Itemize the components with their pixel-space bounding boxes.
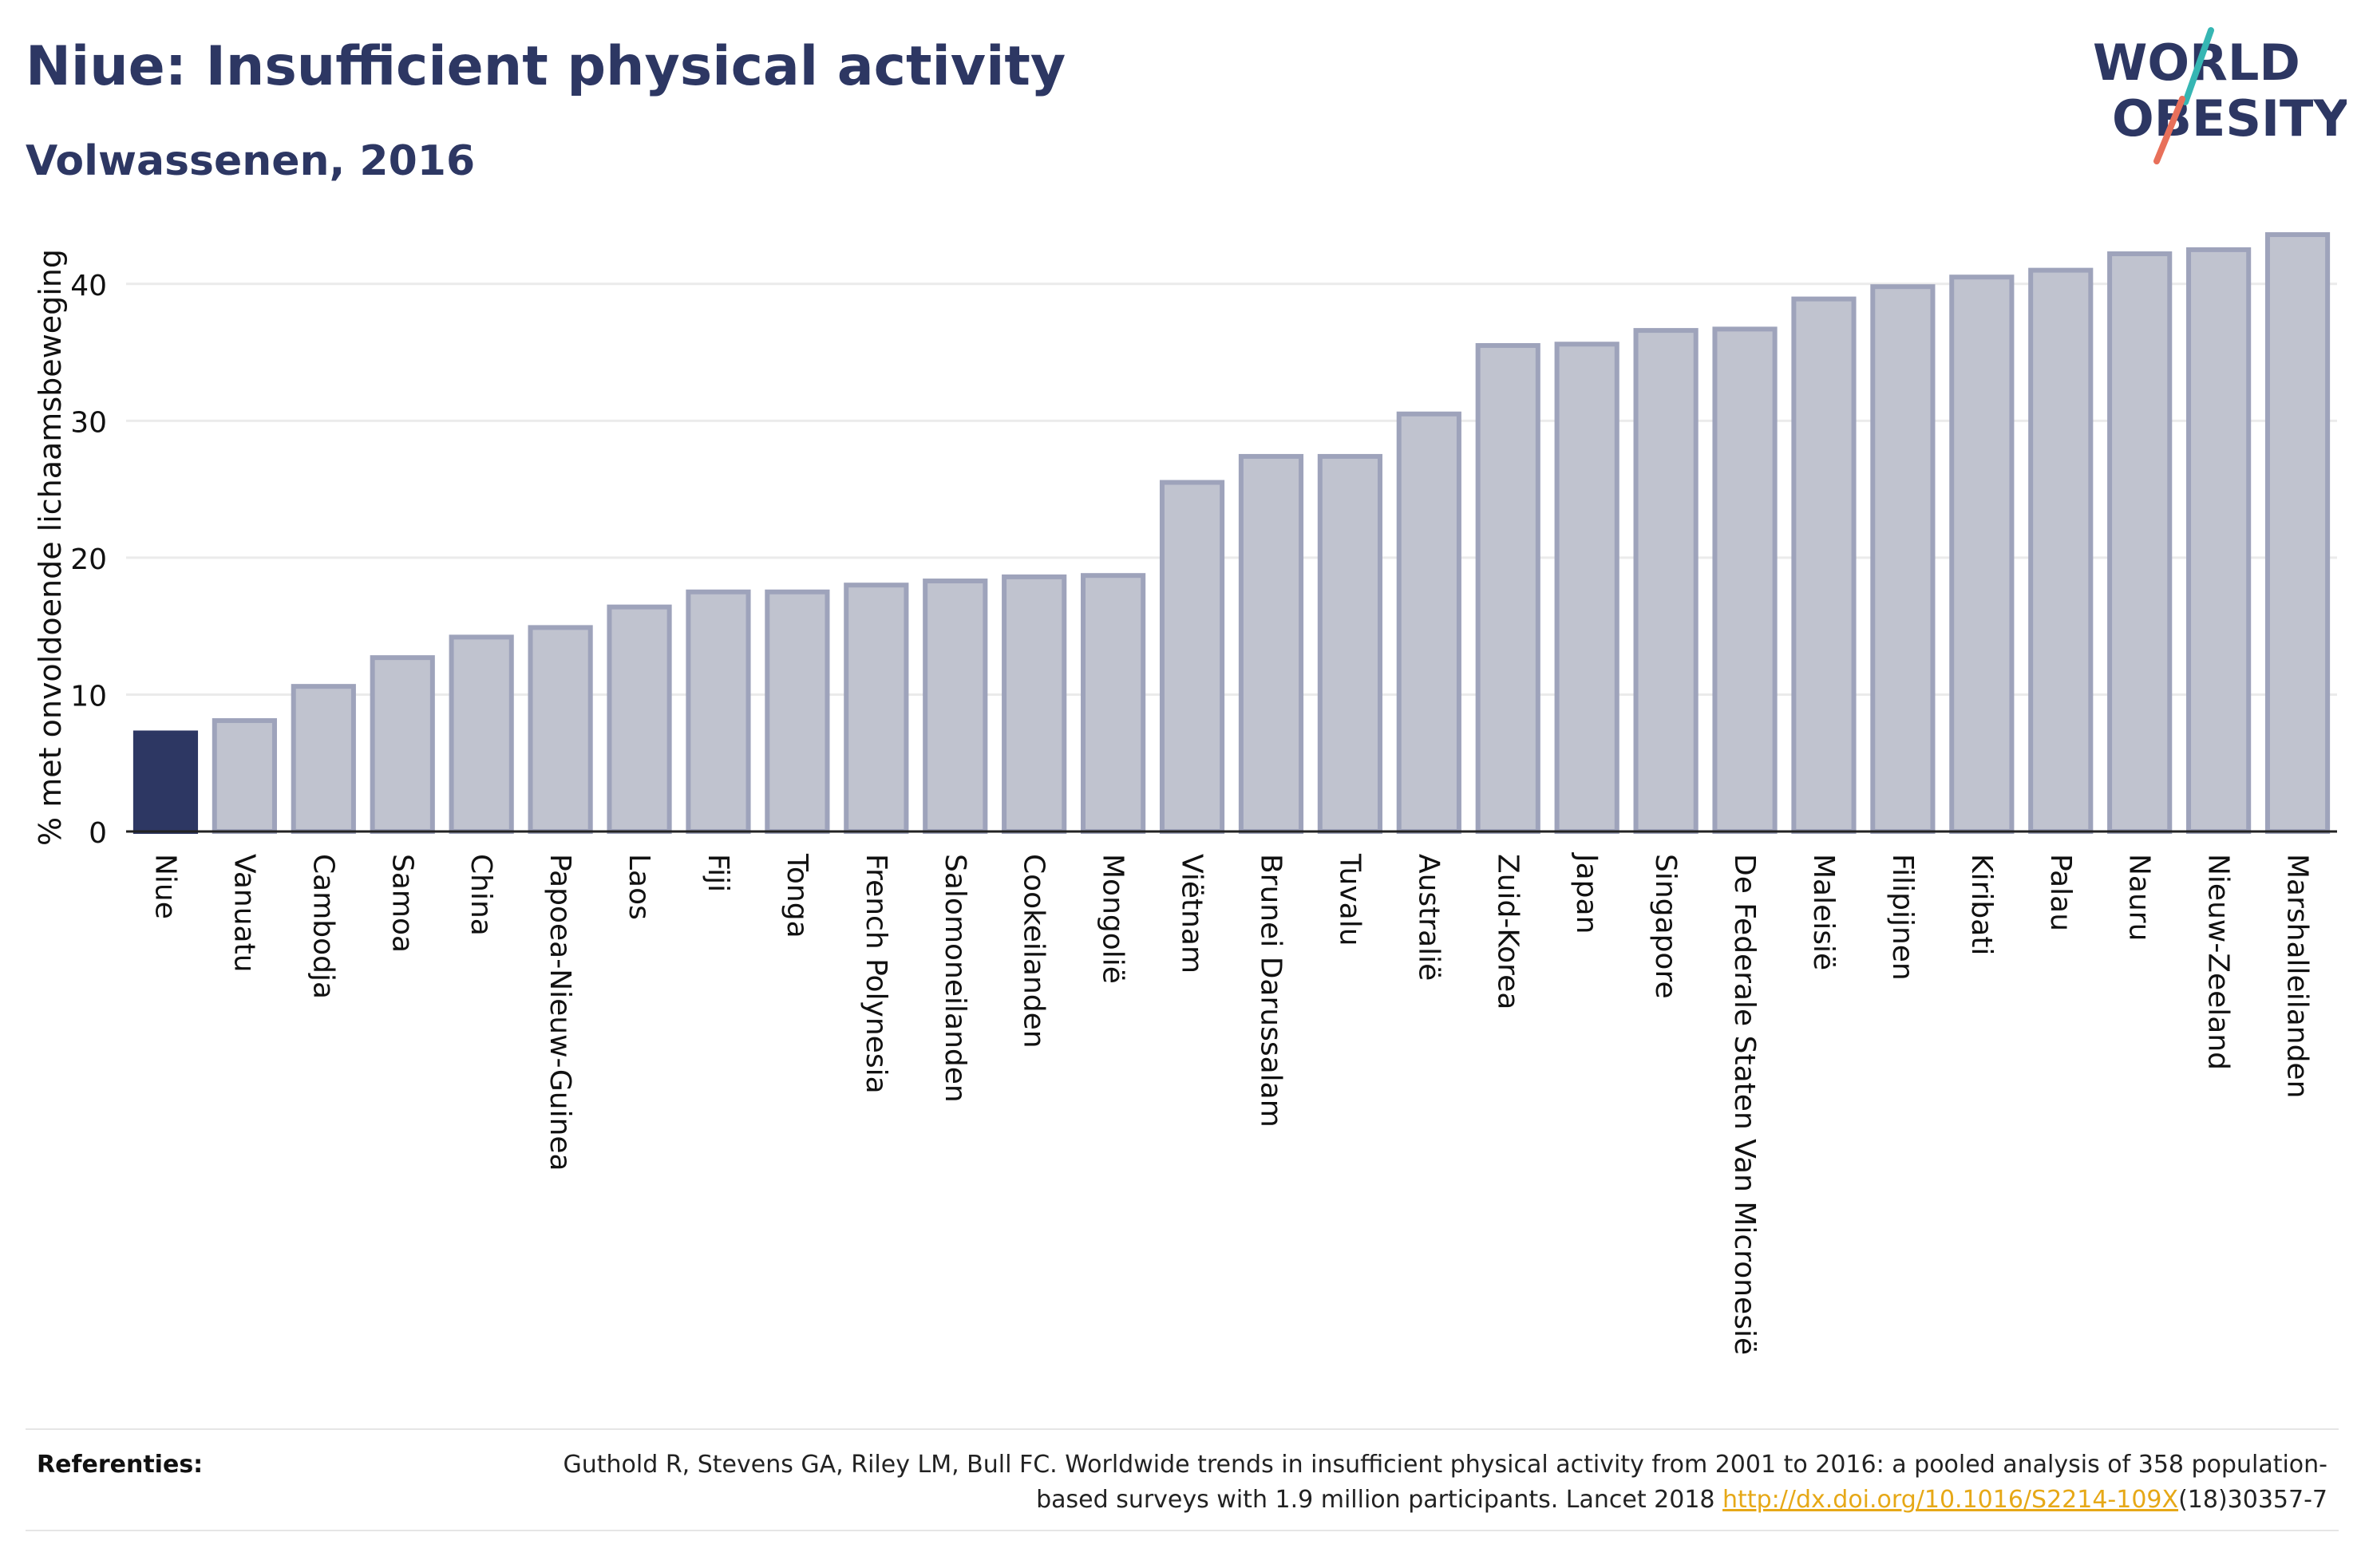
y-tick-label: 20	[70, 543, 107, 576]
bar	[132, 730, 199, 834]
x-tick-label: Cookeilanden	[1018, 854, 1050, 1049]
x-tick-label: Niue	[148, 854, 181, 919]
x-tick-label: Marshalleilanden	[2281, 854, 2314, 1098]
bar	[1159, 480, 1225, 834]
x-tick-label: Australië	[1412, 854, 1445, 981]
world-obesity-logo: WORLD OBESITY	[2093, 27, 2347, 164]
x-tick-label: Viëtnam	[1176, 854, 1208, 974]
x-tick-label: Palau	[2044, 854, 2077, 931]
y-tick-label: 10	[70, 680, 107, 713]
references-label: Referenties:	[37, 1451, 204, 1479]
bar	[1081, 573, 1146, 834]
x-tick-labels: Niue Vanuatu Cambodja Samoa China Papoea-Nieu…	[148, 852, 2313, 1355]
bar	[1396, 411, 1461, 834]
bar	[2107, 251, 2173, 834]
x-tick-label: Samoa	[386, 854, 418, 953]
y-tick-label: 30	[70, 406, 107, 439]
bar	[1870, 284, 1936, 835]
bars	[132, 232, 2331, 835]
x-tick-label: Singapore	[1649, 854, 1682, 999]
bar	[1002, 574, 1067, 834]
bar	[1554, 342, 1619, 834]
bar	[1712, 326, 1778, 834]
bar	[1633, 328, 1699, 834]
y-tick-label: 40	[70, 270, 107, 302]
reference-citation: Guthold R, Stevens GA, Riley LM, Bull FC…	[563, 1451, 2327, 1514]
x-tick-label: Laos	[623, 854, 655, 920]
x-tick-label: Tuvalu	[1333, 853, 1366, 946]
bar-chart: 0 10 20 30 40 Niue Vanuatu Cambodja Samoa China P…	[33, 232, 2337, 1355]
x-tick-label: Zuid-Korea	[1491, 854, 1524, 1009]
x-tick-label: Papoea-Nieuw-Guinea	[544, 854, 576, 1171]
x-tick-label: Tonga	[781, 853, 813, 938]
x-tick-label: Nieuw-Zeeland	[2202, 854, 2235, 1070]
reference-doi-link[interactable]: http://dx.doi.org/10.1016/S2214-109X	[1722, 1486, 2179, 1514]
bar	[2028, 267, 2094, 835]
bar	[1238, 453, 1304, 835]
bar	[765, 589, 830, 834]
logo-slash-coral	[2153, 96, 2185, 164]
bar	[1317, 453, 1382, 835]
bar	[528, 625, 593, 834]
x-tick-label: Nauru	[2123, 854, 2156, 941]
y-tick-label: 0	[89, 817, 107, 850]
x-tick-label: French Polynesia	[860, 854, 892, 1094]
chart-title: Niue: Insufficient physical activity	[26, 35, 1066, 98]
bar	[449, 634, 514, 834]
x-tick-label: De Federale Staten Van Micronesië	[1728, 854, 1761, 1355]
bar	[844, 583, 909, 834]
x-tick-label: Brunei Darussalam	[1254, 854, 1287, 1128]
x-tick-label: Filipijnen	[1886, 854, 1919, 981]
references-panel: Referenties: Guthold R, Stevens GA, Rile…	[26, 1428, 2339, 1531]
x-tick-label: Mongolië	[1097, 854, 1129, 984]
x-tick-label: Vanuatu	[227, 854, 260, 973]
reference-citation-suffix: (18)30357-7	[2178, 1486, 2327, 1514]
x-tick-label: Salomoneilanden	[939, 854, 971, 1103]
bar	[2186, 247, 2252, 834]
logo-slash-teal	[2182, 27, 2214, 105]
x-tick-label: Maleisië	[1807, 854, 1840, 970]
logo-text-obesity: OBESITY	[2112, 89, 2347, 148]
chart-subtitle: Volwassenen, 2016	[26, 137, 476, 185]
bar	[686, 589, 751, 834]
y-axis-label: % met onvoldoende lichaamsbeweging	[33, 249, 68, 846]
x-tick-label: Japan	[1570, 852, 1603, 934]
bar	[923, 579, 988, 834]
bar	[291, 684, 356, 835]
bar	[370, 655, 435, 834]
bar	[607, 604, 672, 834]
references-text: Guthold R, Stevens GA, Riley LM, Bull FC…	[492, 1448, 2327, 1518]
bar	[212, 718, 277, 834]
bar	[1791, 296, 1857, 835]
bar	[1949, 274, 2015, 834]
x-tick-label: Fiji	[702, 854, 734, 892]
x-tick-label: Cambodja	[306, 854, 339, 999]
x-tick-label: Kiribati	[1965, 854, 1998, 955]
bar	[1475, 342, 1540, 834]
bar	[2264, 232, 2331, 835]
y-tick-labels: 0 10 20 30 40	[70, 270, 107, 850]
x-tick-label: China	[465, 854, 497, 936]
